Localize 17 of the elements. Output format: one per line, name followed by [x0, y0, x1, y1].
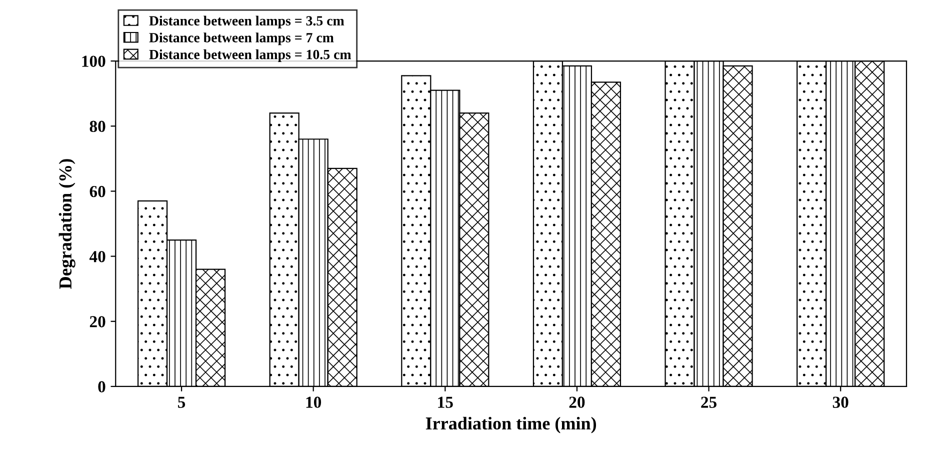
y-tick-label: 40	[89, 250, 106, 262]
x-tick-label: 25	[701, 396, 717, 408]
x-tick-label: 30	[832, 396, 848, 408]
y-tick-label: 20	[90, 316, 106, 328]
x-tick-label: 20	[569, 396, 585, 408]
x-tick-label: 15	[438, 396, 453, 408]
legend-label: Distance between lamps = 3.5 cm	[149, 16, 344, 28]
y-tick-label: 80	[90, 120, 106, 132]
legend-label: Distance between lamps = 7 cm	[149, 32, 334, 46]
y-tick-label: 60	[90, 186, 106, 198]
y-tick-label: 0	[98, 381, 106, 392]
x-tick-label: 5	[178, 396, 186, 408]
x-tick-label: 10	[306, 396, 322, 408]
y-axis-title: Degradation (%)	[58, 159, 76, 289]
y-tick-label: 100	[82, 56, 106, 67]
x-axis-title: Irradiation time (min)	[426, 416, 596, 434]
legend-label: Distance between lamps = 10.5 cm	[149, 49, 352, 62]
